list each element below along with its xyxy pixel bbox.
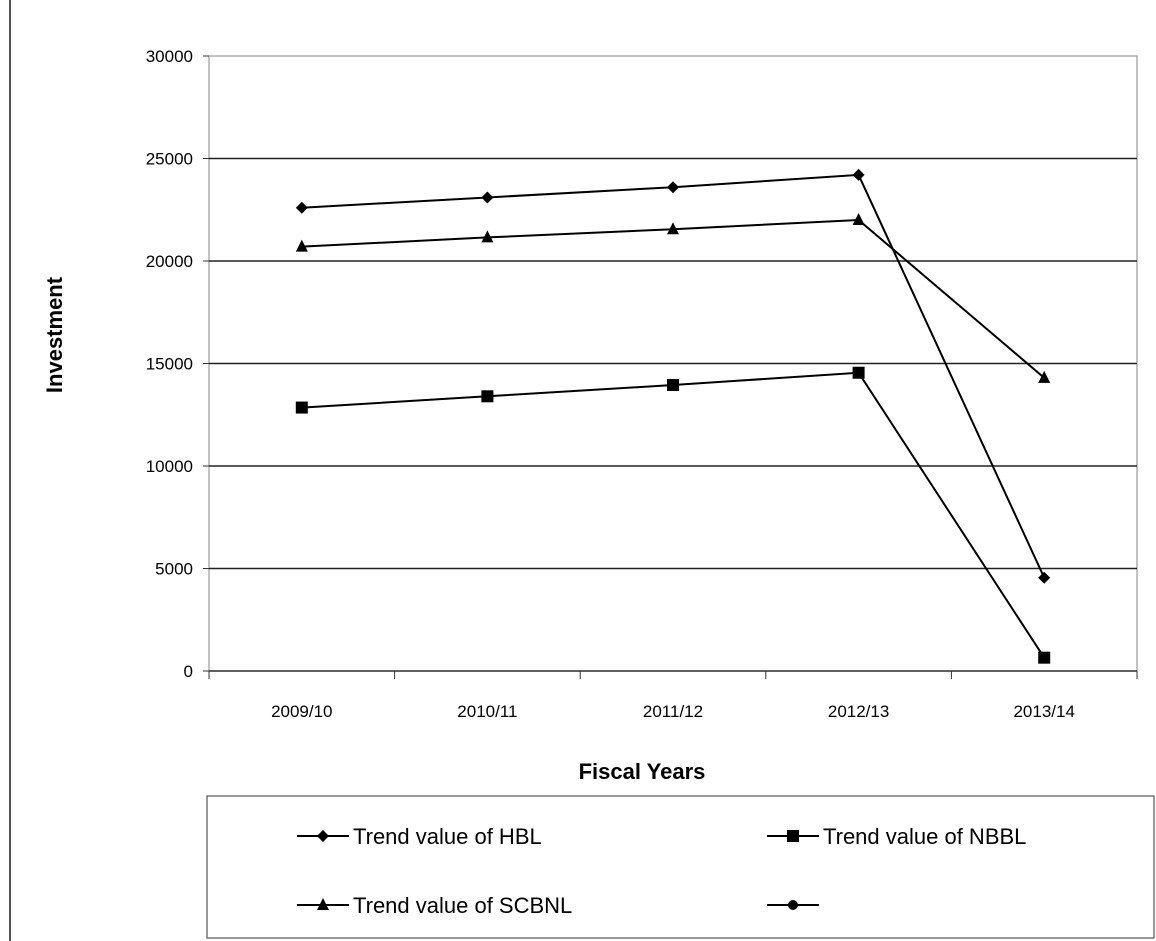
x-tick-label: 2012/13 xyxy=(828,702,889,721)
data-point xyxy=(852,366,865,379)
legend-label: Trend value of SCBNL xyxy=(353,893,572,918)
legend-marker xyxy=(317,898,329,910)
y-tick-label: 30000 xyxy=(146,47,193,66)
data-point xyxy=(295,401,308,414)
y-tick-label: 15000 xyxy=(146,355,193,374)
y-tick-label: 10000 xyxy=(146,457,193,476)
x-tick-label: 2013/14 xyxy=(1013,702,1074,721)
series-line xyxy=(301,218,1045,379)
y-tick-label: 25000 xyxy=(146,150,193,169)
data-point xyxy=(667,379,679,392)
data-point xyxy=(667,222,679,235)
data-point xyxy=(852,168,865,181)
legend-marker xyxy=(317,830,329,842)
data-point xyxy=(1038,370,1051,383)
data-point xyxy=(481,390,494,403)
y-tick-label: 20000 xyxy=(146,252,193,271)
data-point xyxy=(295,239,308,252)
plot-area: 0 5000 10000 15000 20000 25000 30000 2009/10 201… xyxy=(146,47,1138,721)
legend: Trend value of HBL Trend value of NBBL Tre… xyxy=(206,795,1155,939)
data-point xyxy=(1038,571,1051,584)
legend-box xyxy=(206,795,1155,939)
data-point xyxy=(667,181,679,194)
data-point xyxy=(295,201,308,214)
legend-label: Trend value of HBL xyxy=(353,824,542,849)
y-axis-title: Investment xyxy=(42,276,67,393)
y-tick-label: 5000 xyxy=(155,560,193,579)
x-tick-label: 2009/10 xyxy=(271,702,332,721)
x-tick-label: 2011/12 xyxy=(643,702,703,721)
legend-label: Trend value of NBBL xyxy=(823,824,1026,849)
data-point xyxy=(481,191,494,204)
y-tick-label: 0 xyxy=(184,662,193,681)
legend-marker xyxy=(788,900,798,910)
series-line xyxy=(301,173,1046,579)
data-point xyxy=(1038,651,1051,664)
x-axis-title: Fiscal Years xyxy=(579,759,706,784)
data-point xyxy=(481,230,494,243)
x-tick-label: 2010/11 xyxy=(457,702,517,721)
data-point xyxy=(852,213,865,225)
legend-marker xyxy=(787,830,799,842)
series-line xyxy=(301,371,1046,659)
